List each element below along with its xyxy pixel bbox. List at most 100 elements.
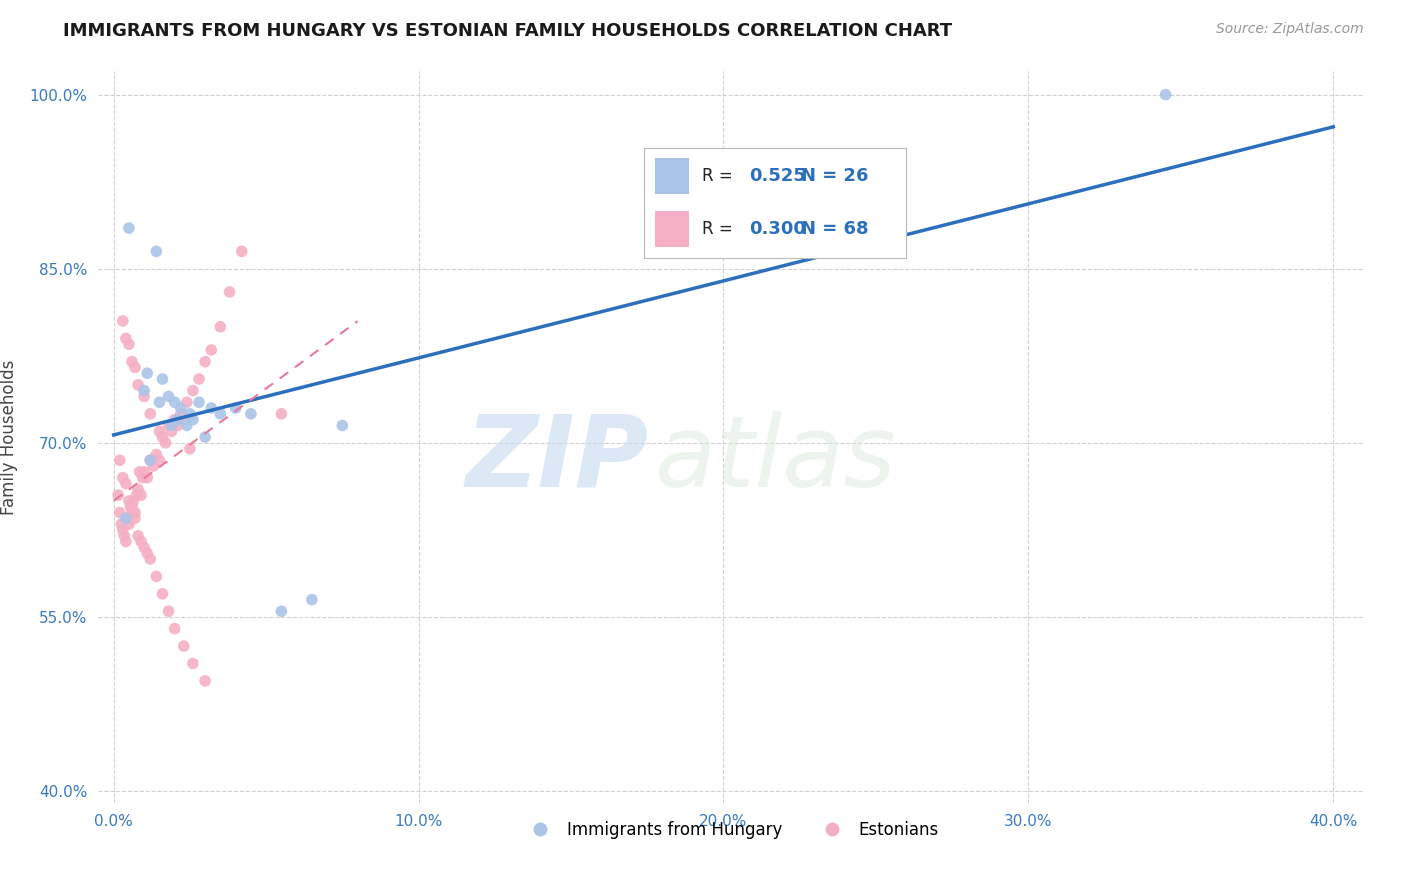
Point — [157, 604, 180, 618]
Point — [134, 465, 156, 479]
Point — [108, 453, 131, 467]
Point — [110, 517, 132, 532]
Point — [188, 395, 211, 409]
Point — [127, 529, 149, 543]
Point — [136, 471, 159, 485]
Point — [131, 471, 153, 485]
Point — [145, 448, 167, 462]
Point — [152, 430, 174, 444]
Point — [225, 401, 247, 415]
Point — [145, 244, 167, 259]
Point — [115, 511, 138, 525]
Point — [301, 592, 323, 607]
Point — [157, 389, 180, 403]
Point — [127, 377, 149, 392]
Point — [155, 436, 177, 450]
Point — [330, 418, 353, 433]
Point — [194, 354, 217, 368]
Point — [134, 389, 156, 403]
Point — [145, 569, 167, 583]
Point — [166, 418, 188, 433]
Point — [117, 511, 139, 525]
Point — [118, 337, 141, 351]
Legend: Immigrants from Hungary, Estonians: Immigrants from Hungary, Estonians — [516, 814, 946, 846]
Point — [118, 494, 141, 508]
Point — [157, 418, 180, 433]
Text: IMMIGRANTS FROM HUNGARY VS ESTONIAN FAMILY HOUSEHOLDS CORRELATION CHART: IMMIGRANTS FROM HUNGARY VS ESTONIAN FAMI… — [63, 22, 952, 40]
Point — [129, 488, 152, 502]
Point — [108, 506, 131, 520]
Text: atlas: atlas — [655, 410, 897, 508]
Bar — [655, 211, 689, 247]
Point — [209, 319, 232, 334]
Text: N = 68: N = 68 — [801, 220, 869, 238]
Point — [231, 244, 253, 259]
Point — [134, 541, 156, 555]
Point — [270, 604, 292, 618]
Point — [112, 529, 135, 543]
Point — [170, 401, 193, 415]
Point — [200, 401, 222, 415]
Point — [179, 407, 201, 421]
Point — [200, 343, 222, 357]
Point — [124, 360, 146, 375]
Point — [136, 366, 159, 380]
Point — [148, 424, 170, 438]
Point — [166, 412, 188, 426]
Text: ZIP: ZIP — [465, 410, 648, 508]
Point — [176, 418, 198, 433]
Point — [181, 412, 204, 426]
Point — [115, 534, 138, 549]
Text: R =: R = — [702, 220, 738, 238]
Point — [118, 221, 141, 235]
Y-axis label: Family Households: Family Households — [0, 359, 18, 515]
Point — [176, 395, 198, 409]
Point — [125, 488, 148, 502]
Point — [136, 546, 159, 560]
Point — [194, 673, 217, 688]
Point — [129, 534, 152, 549]
Point — [181, 384, 204, 398]
Point — [127, 483, 149, 497]
Bar — [655, 158, 689, 194]
Point — [160, 418, 183, 433]
Point — [173, 639, 195, 653]
Point — [107, 488, 129, 502]
Point — [179, 442, 201, 456]
Point — [111, 523, 134, 537]
Point — [128, 465, 150, 479]
Text: N = 26: N = 26 — [801, 168, 869, 186]
Point — [139, 453, 162, 467]
Text: R =: R = — [702, 168, 738, 186]
Point — [188, 372, 211, 386]
Point — [115, 476, 138, 491]
Point — [148, 453, 170, 467]
Point — [152, 587, 174, 601]
Point — [194, 430, 217, 444]
Point — [239, 407, 262, 421]
Point — [118, 517, 141, 532]
Point — [115, 331, 138, 345]
Point — [142, 459, 165, 474]
Point — [121, 506, 143, 520]
Point — [121, 500, 143, 514]
Point — [124, 511, 146, 525]
Text: 0.300: 0.300 — [749, 220, 806, 238]
Point — [181, 657, 204, 671]
Point — [139, 407, 162, 421]
Point — [122, 494, 145, 508]
Text: 0.525: 0.525 — [749, 168, 806, 186]
Point — [124, 506, 146, 520]
Point — [163, 395, 186, 409]
Point — [152, 372, 174, 386]
Point — [173, 412, 195, 426]
Point — [111, 314, 134, 328]
Point — [218, 285, 240, 299]
Point — [170, 407, 193, 421]
Point — [148, 395, 170, 409]
Point — [209, 407, 232, 421]
Point — [163, 412, 186, 426]
Point — [160, 424, 183, 438]
Point — [1154, 87, 1177, 102]
Point — [111, 471, 134, 485]
